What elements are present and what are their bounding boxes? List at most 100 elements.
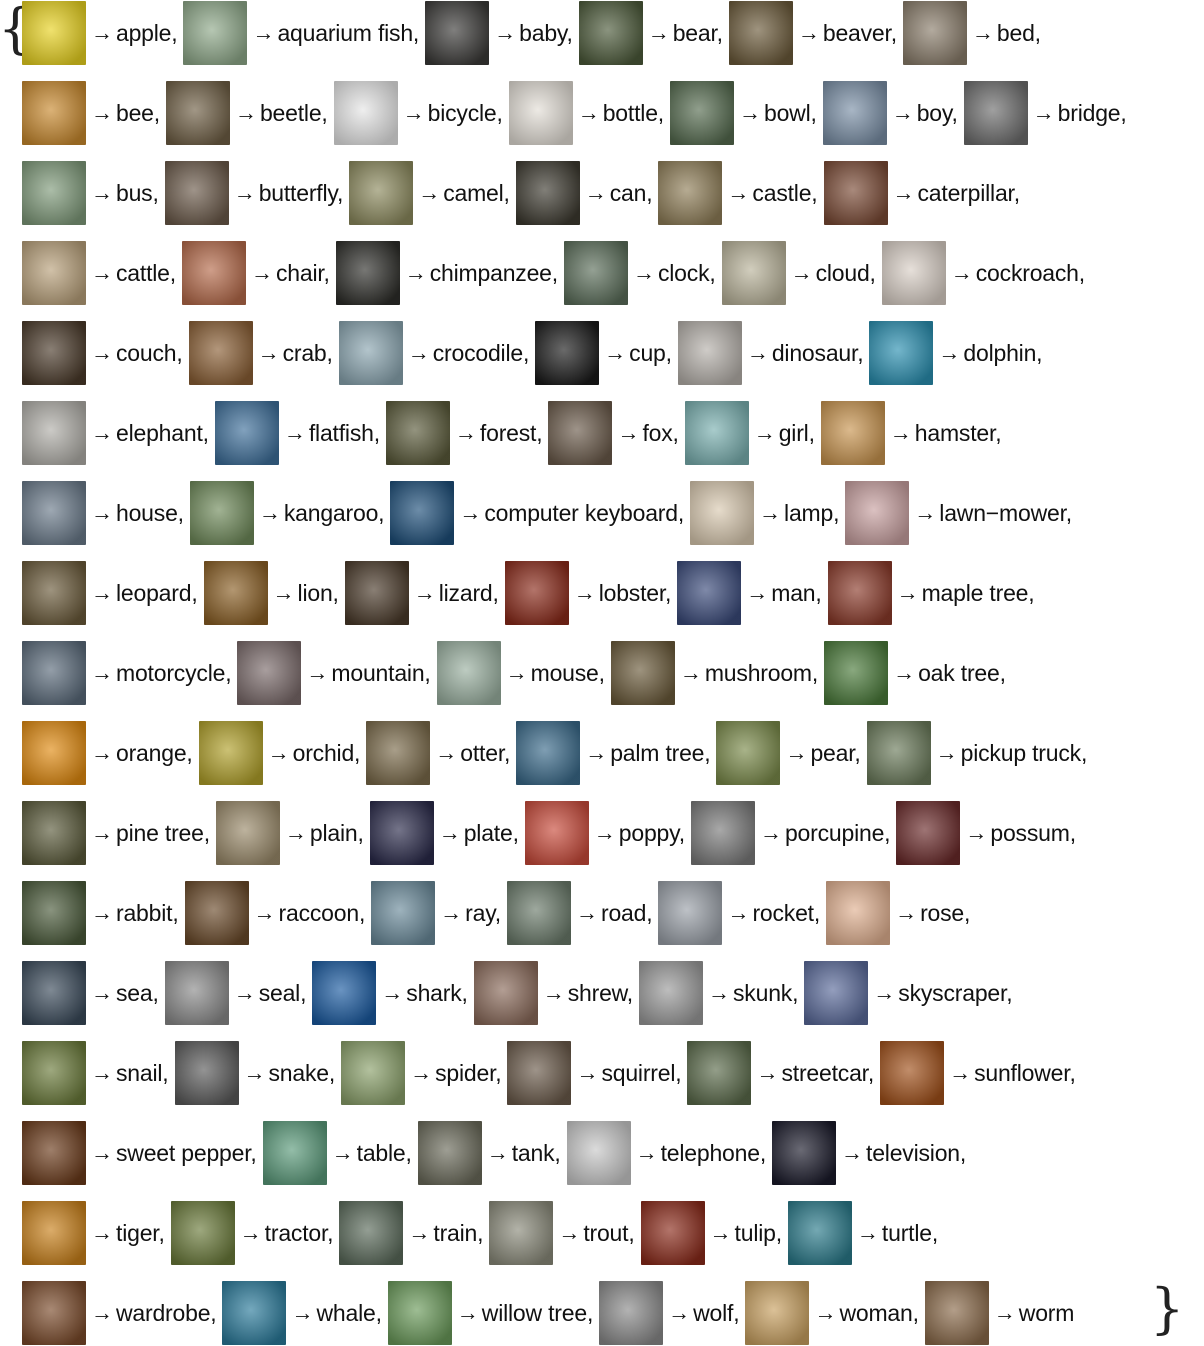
arrow-icon: → bbox=[408, 1220, 430, 1246]
class-label: orchid, bbox=[293, 740, 361, 767]
thumbnail-image bbox=[826, 881, 890, 945]
class-label: oak tree, bbox=[918, 660, 1006, 687]
thumbnail-image bbox=[312, 961, 376, 1025]
thumbnail-image bbox=[22, 321, 86, 385]
thumbnail-image bbox=[821, 401, 885, 465]
arrow-icon: → bbox=[439, 820, 461, 846]
mapping-item: → bee, bbox=[22, 81, 160, 145]
thumbnail-image bbox=[641, 1201, 705, 1265]
arrow-icon: → bbox=[244, 1060, 266, 1086]
arrow-icon: → bbox=[414, 580, 436, 606]
class-label: snake, bbox=[269, 1060, 336, 1087]
thumbnail-image bbox=[567, 1121, 631, 1185]
thumbnail-image bbox=[639, 961, 703, 1025]
mapping-item: → clock, bbox=[564, 241, 716, 305]
thumbnail-image bbox=[22, 1201, 86, 1265]
class-label: streetcar, bbox=[781, 1060, 874, 1087]
thumbnail-image bbox=[880, 1041, 944, 1105]
arrow-icon: → bbox=[435, 740, 457, 766]
thumbnail-image bbox=[22, 81, 86, 145]
arrow-icon: → bbox=[936, 740, 958, 766]
arrow-icon: → bbox=[760, 820, 782, 846]
thumbnail-image bbox=[22, 1121, 86, 1185]
class-label: lobster, bbox=[599, 580, 672, 607]
arrow-icon: → bbox=[558, 1220, 580, 1246]
mapping-item: → tulip, bbox=[641, 1201, 782, 1265]
thumbnail-image bbox=[516, 161, 580, 225]
class-label: raccoon, bbox=[279, 900, 366, 927]
arrow-icon: → bbox=[91, 1300, 113, 1326]
thumbnail-image bbox=[189, 321, 253, 385]
arrow-icon: → bbox=[576, 1060, 598, 1086]
class-label: leopard, bbox=[116, 580, 198, 607]
mapping-item: → motorcycle, bbox=[22, 641, 231, 705]
mapping-item: → woman, bbox=[745, 1281, 918, 1345]
mapping-item: → worm bbox=[925, 1281, 1074, 1345]
arrow-icon: → bbox=[91, 180, 113, 206]
thumbnail-image bbox=[418, 1121, 482, 1185]
class-label: beetle, bbox=[260, 100, 328, 127]
arrow-icon: → bbox=[574, 580, 596, 606]
thumbnail-image bbox=[687, 1041, 751, 1105]
arrow-icon: → bbox=[268, 740, 290, 766]
mapping-item: → cockroach, bbox=[882, 241, 1085, 305]
arrow-icon: → bbox=[91, 900, 113, 926]
mapping-row: → apple, → aquarium fish, → baby, → bear, → beave… bbox=[22, 1, 1047, 65]
thumbnail-image bbox=[22, 161, 86, 225]
mapping-item: → sweet pepper, bbox=[22, 1121, 257, 1185]
mapping-row: → bus, → butterfly, → camel, → can, → castle, → cat… bbox=[22, 161, 1026, 225]
class-label: road, bbox=[601, 900, 652, 927]
class-label: crocodile, bbox=[433, 340, 529, 367]
mapping-item: → spider, bbox=[341, 1041, 501, 1105]
class-label: maple tree, bbox=[922, 580, 1035, 607]
mapping-row: → leopard, → lion, → lizard, → lobster, → man, → ma… bbox=[22, 561, 1040, 625]
arrow-icon: → bbox=[403, 100, 425, 126]
mapping-item: → skunk, bbox=[639, 961, 798, 1025]
arrow-icon: → bbox=[91, 340, 113, 366]
arrow-icon: → bbox=[798, 20, 820, 46]
arrow-icon: → bbox=[273, 580, 295, 606]
arrow-icon: → bbox=[578, 100, 600, 126]
thumbnail-image bbox=[22, 801, 86, 865]
thumbnail-image bbox=[579, 1, 643, 65]
class-label: forest, bbox=[480, 420, 543, 447]
thumbnail-image bbox=[690, 481, 754, 545]
thumbnail-image bbox=[183, 1, 247, 65]
class-label: bicycle, bbox=[428, 100, 503, 127]
arrow-icon: → bbox=[408, 340, 430, 366]
mapping-item: → tiger, bbox=[22, 1201, 165, 1265]
mapping-item: → poppy, bbox=[525, 801, 685, 865]
class-label: baby, bbox=[519, 20, 573, 47]
mapping-item: → chair, bbox=[182, 241, 330, 305]
mapping-item: → mouse, bbox=[437, 641, 605, 705]
arrow-icon: → bbox=[759, 500, 781, 526]
thumbnail-image bbox=[22, 561, 86, 625]
class-label: crab, bbox=[283, 340, 333, 367]
arrow-icon: → bbox=[965, 820, 987, 846]
thumbnail-image bbox=[215, 401, 279, 465]
mapping-item: → rose, bbox=[826, 881, 970, 945]
class-label: shrew, bbox=[568, 980, 633, 1007]
mapping-item: → girl, bbox=[685, 401, 815, 465]
mapping-row: → house, → kangaroo, → computer keyboard, → lam… bbox=[22, 481, 1078, 545]
class-label: tank, bbox=[512, 1140, 561, 1167]
mapping-item: → butterfly, bbox=[165, 161, 344, 225]
class-label: can, bbox=[610, 180, 653, 207]
mapping-item: → flatfish, bbox=[215, 401, 380, 465]
mapping-item: → chimpanzee, bbox=[336, 241, 558, 305]
arrow-icon: → bbox=[633, 260, 655, 286]
mapping-item: → dinosaur, bbox=[678, 321, 864, 385]
thumbnail-image bbox=[386, 401, 450, 465]
thumbnail-image bbox=[525, 801, 589, 865]
thumbnail-image bbox=[216, 801, 280, 865]
arrow-icon: → bbox=[949, 1060, 971, 1086]
class-label: girl, bbox=[779, 420, 815, 447]
class-label: sea, bbox=[116, 980, 159, 1007]
class-label: train, bbox=[433, 1220, 483, 1247]
class-label: clock, bbox=[658, 260, 716, 287]
class-label: lizard, bbox=[439, 580, 499, 607]
arrow-icon: → bbox=[895, 900, 917, 926]
arrow-icon: → bbox=[459, 500, 481, 526]
thumbnail-image bbox=[489, 1201, 553, 1265]
mapping-item: → couch, bbox=[22, 321, 183, 385]
